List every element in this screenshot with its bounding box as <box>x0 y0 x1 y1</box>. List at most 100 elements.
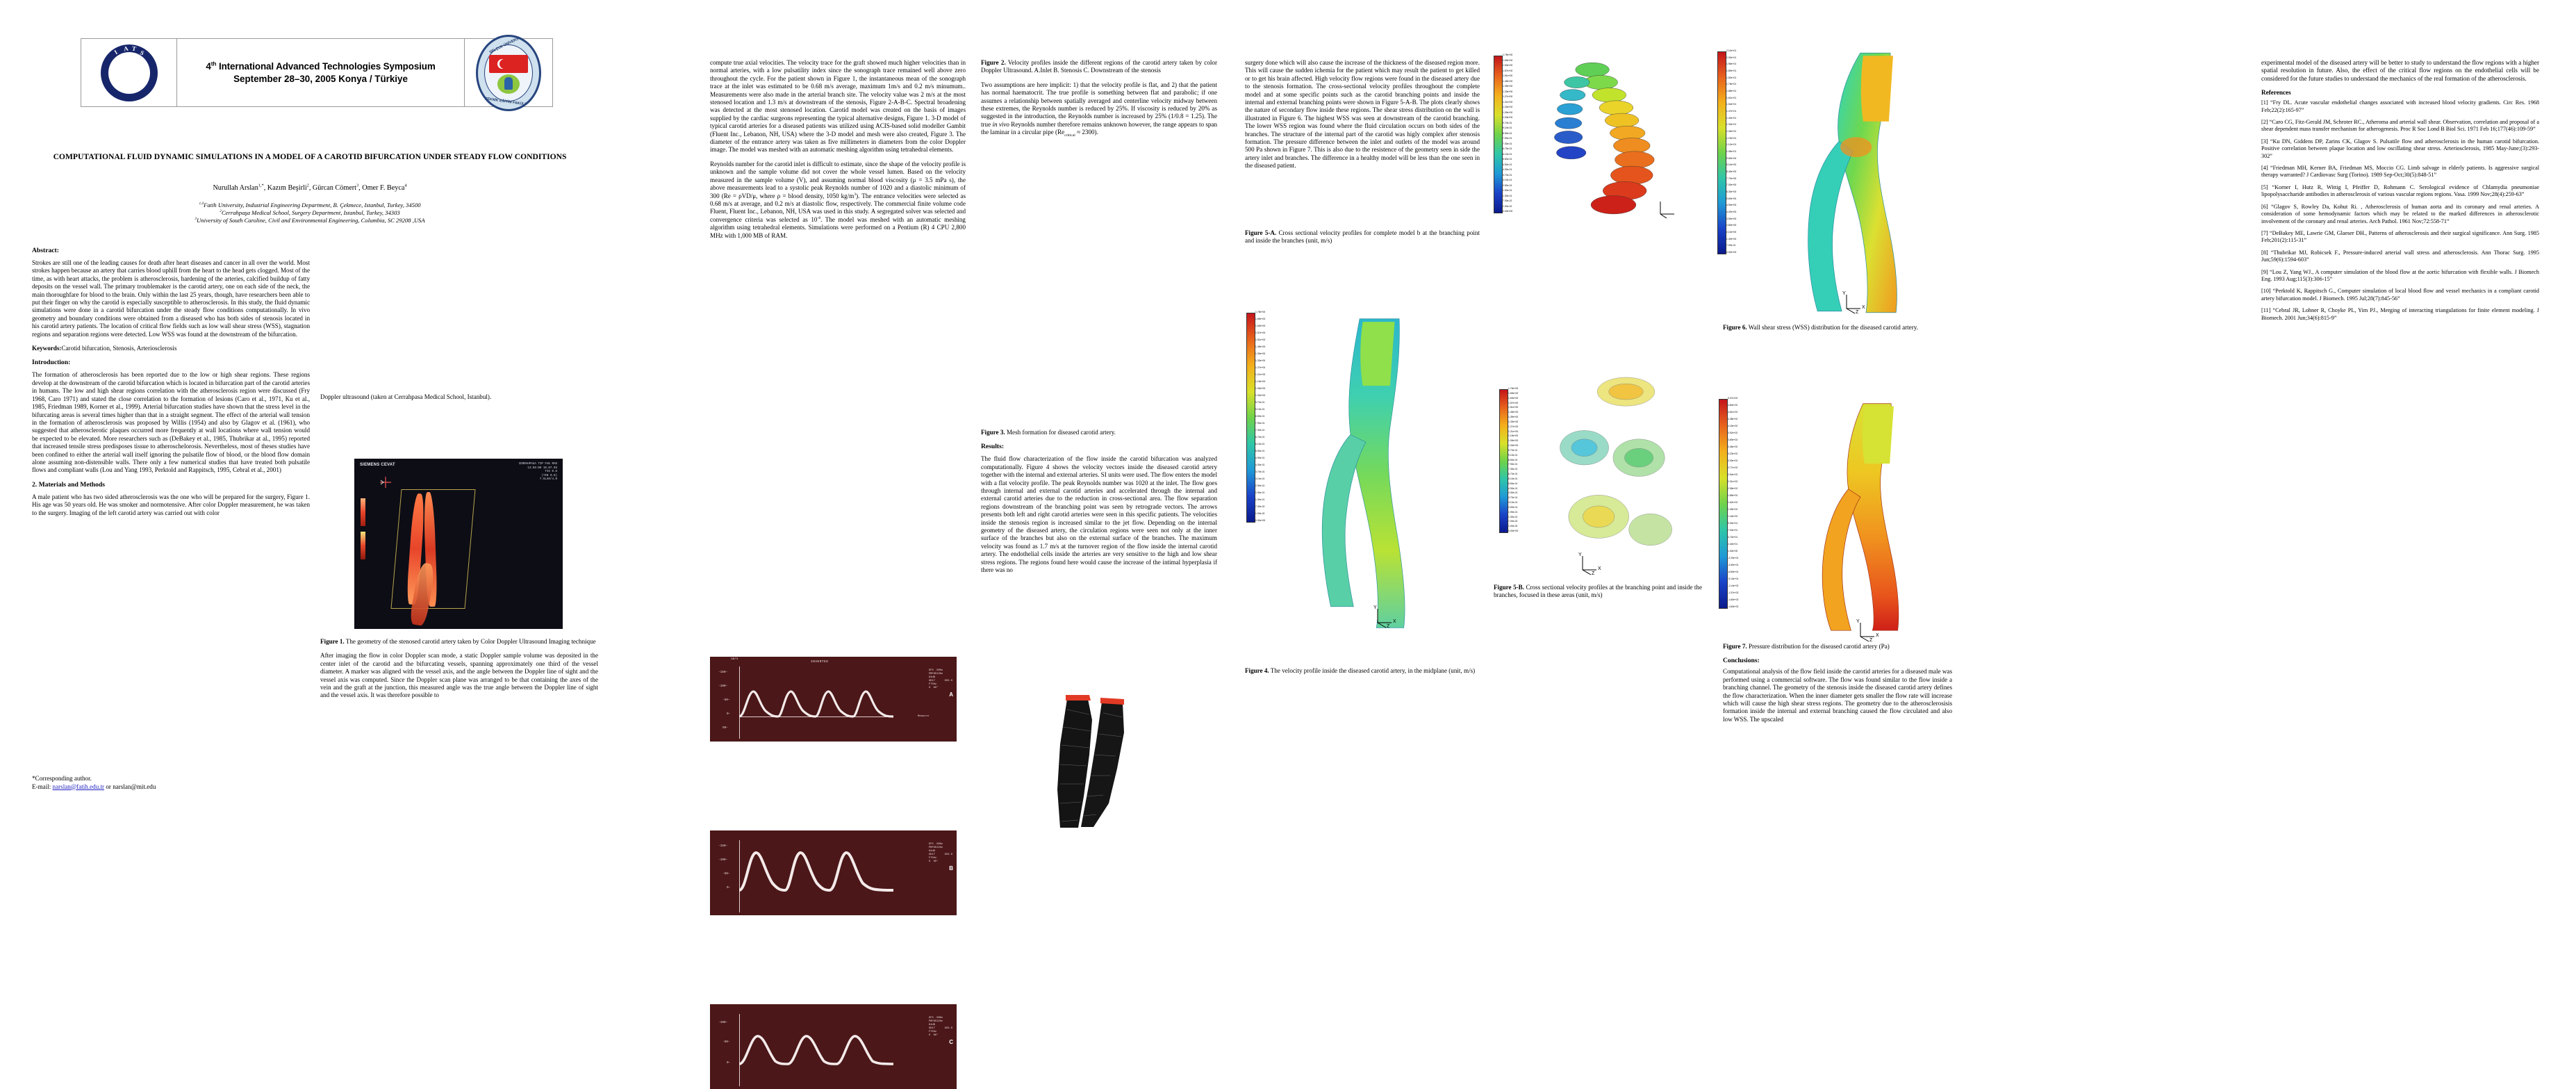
email-link[interactable]: narslan@fatih.edu.tr <box>52 783 105 790</box>
colorbar-tick: 9.10e-01 <box>1255 408 1265 411</box>
colorbar-tick: 9.70e-01 <box>1255 401 1265 404</box>
spectrogram-unit: cm/s <box>731 657 738 661</box>
spectrogram-inverted-label: INVERTED <box>811 660 829 664</box>
figure-7-colorbar-labels: 5.07e+02 4.84e+02 4.61e+02 4.38e+02 4.15e+02… <box>1728 397 1758 609</box>
colorbar-tick: 1.00e-02 <box>1503 204 1512 208</box>
colorbar-tick: 2.50e-01 <box>1503 183 1512 187</box>
figure-5a-axis-triad <box>1656 197 1684 220</box>
colorbar-tick: 1.63e+00 <box>1255 325 1266 327</box>
paper-title: COMPUTATIONAL FLUID DYNAMIC SIMULATIONS … <box>53 152 567 161</box>
conference-header-banner: I A T S 4th International Advanced Techn… <box>81 34 553 111</box>
column-3: compute true axial velocities. The veloc… <box>710 59 966 246</box>
colorbar-tick: 1.57e+00 <box>1508 401 1519 404</box>
colorbar-tick: 4.30e-01 <box>1508 491 1518 495</box>
results-text: The fluid flow characterization of the f… <box>981 455 1217 574</box>
col3-paragraph-1: compute true axial velocities. The veloc… <box>710 59 966 154</box>
affiliations: 1,4Fatih University, Industrial Engineer… <box>32 202 588 225</box>
colorbar-tick: 1.61e+01 <box>1726 96 1737 99</box>
ultrasound-metadata: CERRAHPASA TIP FAK RAD 13:56:09 10.07.03… <box>518 463 557 482</box>
iats-letter-t: T <box>131 44 137 52</box>
colorbar-tick: 1.69e+00 <box>1503 58 1513 62</box>
figure-3-caption: Figure 3. Mesh formation for diseased ca… <box>981 429 1116 436</box>
colorbar-tick: 1.57e+00 <box>1503 69 1513 72</box>
figure-5b-plot: 1.75e+00 1.69e+00 1.63e+00 1.57e+00 1.51e+00… <box>1494 347 1695 577</box>
column-1: Abstract: Strokes are still one of the l… <box>32 247 310 523</box>
colorbar-tick: 9.80e+00 <box>1726 156 1737 160</box>
conclusions-heading: Conclusions: <box>1723 657 1760 665</box>
introduction-text: The formation of atherosclerosis has bee… <box>32 371 310 474</box>
colorbar-tick: 1.51e+00 <box>1255 338 1266 341</box>
reference-item: [9] “Lou Z, Yang WJ., A computer simulat… <box>2261 268 2539 282</box>
reference-item: [3] “Ku DN, Giddens DP, Zarins CK, Glago… <box>2261 138 2539 159</box>
colorbar-tick: -1.60e+02 <box>1728 598 1739 601</box>
colorbar-tick: -1.83e+02 <box>1728 605 1739 608</box>
colorbar-tick: 9.70e-01 <box>1508 448 1518 452</box>
abstract-text: Strokes are still one of the leading cau… <box>32 259 310 338</box>
figure-6-caption: Figure 6. Wall shear stress (WSS) distri… <box>1723 324 1918 331</box>
svg-text:X: X <box>1393 619 1396 624</box>
figure-2b-spectrogram: -150– -100– -50– 0– DFS .5MHz PRF8522Hz … <box>710 830 957 915</box>
svg-text:X: X <box>1598 566 1601 571</box>
figure-2-panel-a-letter: A <box>949 691 953 698</box>
spectrogram-settings-b: DFS .5MHz PRF8522Hz 64dB GD17 GS3.0 F75H… <box>928 843 952 863</box>
corresponding-author-footnote: *Corresponding author. E-mail: narslan@f… <box>32 775 310 791</box>
colorbar-tick: 2.10e+01 <box>1726 49 1737 52</box>
colorbar-tick: 1.82e+01 <box>1726 76 1737 79</box>
selcuk-university-seal: SELÇUK ÜNİVERSİTESİ TEKNİK EĞİTİM FAKÜLT… <box>476 34 541 111</box>
colorbar-tick: 3.00e+02 <box>1728 459 1738 462</box>
colorbar-tick: 1.30e-01 <box>1508 515 1518 518</box>
figure-5a-velocity-slices <box>1554 62 1655 215</box>
figure-6-colorbar-labels: 2.10e+01 2.03e+01 1.96e+01 1.89e+01 1.82e+01… <box>1726 49 1757 254</box>
colorbar-tick: 7.90e-01 <box>1255 422 1265 425</box>
colorbar-tick: 4.15e+02 <box>1728 425 1738 427</box>
keywords-line: Keywords:Carotid bifurcation, Stenosis, … <box>32 345 310 352</box>
colorbar-tick: 6.30e+00 <box>1726 190 1737 193</box>
doppler-waveform-b <box>739 851 893 892</box>
reference-item: [10] “Perktold K, Rappitsch G., Computer… <box>2261 288 2539 302</box>
colorbar-tick: 1.00e+00 <box>1728 550 1738 552</box>
figure-7-pressure-surface <box>1822 403 1899 631</box>
column-6-fig6-caption: Figure 6. Wall shear stress (WSS) distri… <box>1723 324 1952 338</box>
colorbar-tick: 1.45e+00 <box>1508 411 1519 414</box>
colorbar-tick: 1.54e+01 <box>1726 103 1737 106</box>
column-2-lower: Figure 1. The geometry of the stenosed c… <box>320 634 598 706</box>
colorbar-tick: -2.20e+01 <box>1728 557 1739 559</box>
conclusions-text: Computational analysis of the flow field… <box>1723 668 1952 723</box>
colorbar-tick: 1.39e+02 <box>1728 508 1738 511</box>
colorbar-tick: 4.38e+02 <box>1728 418 1738 420</box>
colorbar-tick: 1.75e+00 <box>1508 387 1519 390</box>
colorbar-tick: 1.15e+00 <box>1508 434 1519 438</box>
references-heading: References <box>2261 89 2291 97</box>
conference-dates: September 28–30, 2005 Konya / Türkiye <box>233 74 408 84</box>
figure-4-caption: Figure 4. The velocity profile inside th… <box>1245 667 1476 674</box>
colorbar-tick: 4.84e+02 <box>1728 404 1738 407</box>
email-line: E-mail: narslan@fatih.edu.tr or narslan@… <box>32 783 156 790</box>
figure-2-caption: Figure 2. Velocity profiles inside the d… <box>981 59 1217 74</box>
figure-7-caption: Figure 7. Pressure distribution for the … <box>1723 643 1890 650</box>
abstract-heading: Abstract: <box>32 247 59 254</box>
colorbar-tick: 7.00e+01 <box>1728 529 1738 532</box>
colorbar-tick: 1.09e+00 <box>1255 387 1266 390</box>
figure-1-caption: Figure 1. The geometry of the stenosed c… <box>320 638 596 645</box>
colorbar-tick: 7.30e-01 <box>1508 468 1518 471</box>
colorbar-tick: 1.68e+01 <box>1726 90 1737 92</box>
colorbar-tick: 1.00e-02 <box>1255 512 1265 515</box>
colorbar-tick: 1.33e+00 <box>1503 90 1513 93</box>
colorbar-tick: 6.10e-01 <box>1508 477 1518 480</box>
figure-5a-caption: Figure 5-A. Cross sectional velocity pro… <box>1245 229 1480 245</box>
iats-logo-cell: I A T S <box>81 39 177 106</box>
colorbar-tick: 1.47e+01 <box>1726 110 1737 113</box>
reference-item: [8] “Thubrikar MJ, Robicsek F., Pressure… <box>2261 249 2539 263</box>
colorbar-tick: 4.30e-01 <box>1255 464 1265 466</box>
colorbar-tick: 6.70e-01 <box>1255 436 1265 439</box>
figure-6-colorbar <box>1717 51 1726 254</box>
colorbar-tick: 9.70e-01 <box>1503 121 1512 124</box>
colorbar-tick: 8.40e+00 <box>1726 170 1737 173</box>
svg-text:Y: Y <box>1373 605 1377 610</box>
colorbar-tick: 1.33e+00 <box>1255 359 1266 362</box>
colorbar-tick: 1.09e+00 <box>1503 110 1513 114</box>
corresponding-author-line: *Corresponding author. <box>32 775 92 782</box>
introduction-heading: Introduction: <box>32 359 71 367</box>
colorbar-tick: 7.30e-01 <box>1255 429 1265 432</box>
colorbar-tick: 1.75e+00 <box>1255 311 1266 313</box>
